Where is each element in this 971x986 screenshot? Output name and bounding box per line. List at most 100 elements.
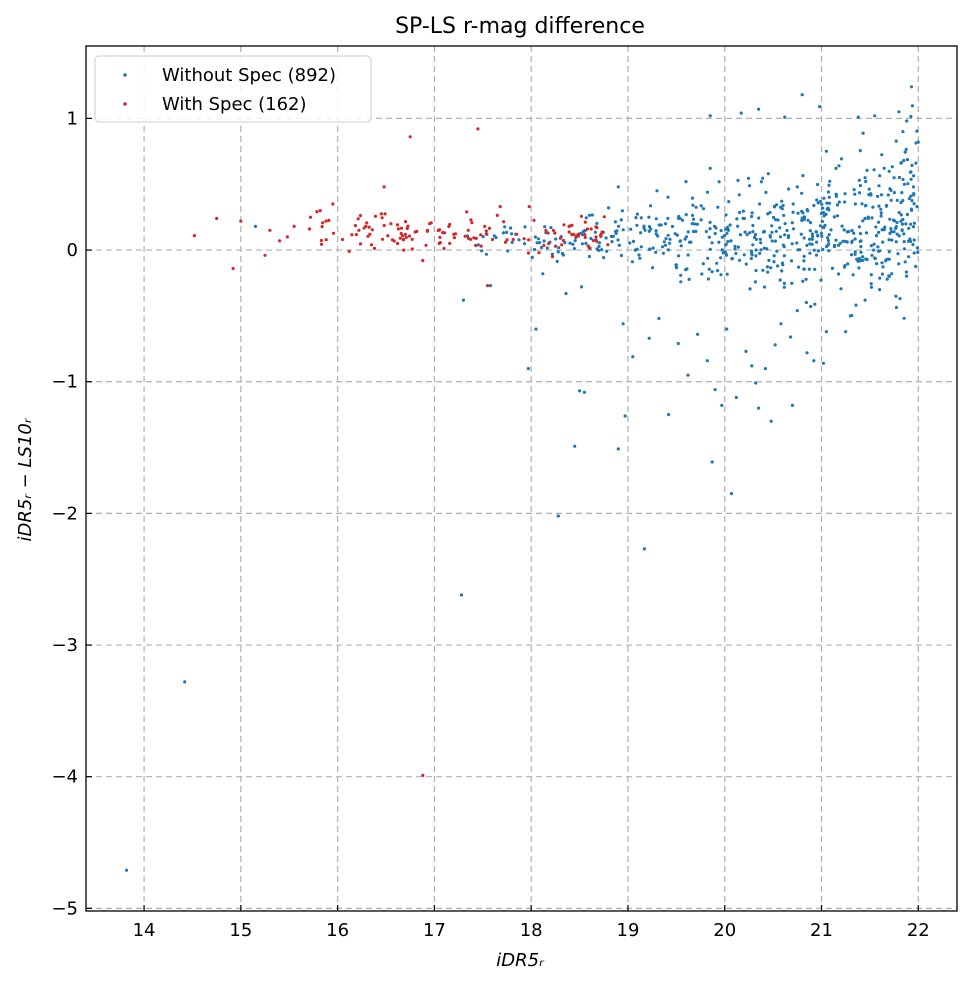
data-point-without-spec (840, 224, 844, 228)
data-point-without-spec (907, 255, 911, 259)
data-point-without-spec (804, 277, 808, 281)
data-point-with-spec (285, 235, 289, 239)
data-point-without-spec (907, 226, 911, 230)
data-point-without-spec (884, 204, 889, 208)
data-point-with-spec (527, 205, 531, 209)
data-point-without-spec (843, 192, 847, 196)
data-point-without-spec (851, 273, 855, 277)
data-point-without-spec (813, 302, 817, 306)
data-point-without-spec (761, 176, 765, 180)
data-point-without-spec (790, 221, 794, 225)
data-point-without-spec (849, 253, 854, 257)
data-point-without-spec (843, 200, 847, 204)
data-point-without-spec (783, 115, 787, 119)
data-point-without-spec (914, 264, 918, 269)
data-point-without-spec (791, 210, 795, 214)
data-point-without-spec (821, 247, 825, 252)
data-point-without-spec (726, 228, 731, 232)
data-point-without-spec (912, 174, 916, 178)
data-point-without-spec (903, 150, 907, 154)
data-point-without-spec (670, 224, 675, 229)
data-point-without-spec (754, 237, 758, 241)
data-points (125, 85, 920, 872)
data-point-without-spec (774, 229, 778, 233)
data-point-with-spec (354, 233, 358, 237)
data-point-without-spec (691, 203, 695, 207)
data-point-without-spec (637, 253, 641, 257)
data-point-with-spec (585, 227, 590, 231)
data-point-without-spec (810, 237, 814, 241)
data-point-without-spec (554, 237, 558, 241)
data-point-with-spec (319, 242, 324, 246)
data-point-without-spec (761, 268, 765, 272)
data-point-with-spec (369, 243, 374, 247)
x-tick-label: 18 (520, 920, 543, 941)
data-point-without-spec (824, 149, 829, 153)
data-point-with-spec (382, 185, 386, 189)
data-point-without-spec (651, 266, 655, 270)
data-point-with-spec (485, 232, 489, 236)
data-point-without-spec (668, 237, 672, 241)
y-axis-label: iDR5ᵣ − LS10ᵣ (15, 417, 36, 541)
data-point-without-spec (654, 250, 658, 254)
data-point-with-spec (231, 266, 235, 271)
data-point-with-spec (594, 235, 598, 239)
data-point-without-spec (584, 216, 588, 220)
data-point-with-spec (526, 251, 531, 255)
data-point-with-spec (372, 246, 377, 250)
data-point-without-spec (759, 248, 763, 252)
data-point-without-spec (876, 194, 880, 198)
data-point-with-spec (544, 228, 548, 232)
data-point-without-spec (556, 514, 560, 518)
data-point-with-spec (560, 243, 564, 247)
data-point-without-spec (861, 219, 865, 223)
data-point-without-spec (555, 259, 559, 263)
data-point-without-spec (835, 214, 840, 218)
legend-marker-without-spec (123, 73, 127, 77)
data-point-without-spec (770, 230, 774, 234)
data-point-without-spec (790, 403, 795, 407)
data-point-without-spec (858, 184, 863, 188)
data-point-without-spec (510, 232, 514, 236)
data-point-without-spec (772, 260, 776, 264)
data-point-without-spec (620, 209, 625, 213)
data-point-without-spec (805, 243, 809, 247)
data-point-without-spec (679, 280, 683, 284)
data-point-with-spec (484, 229, 488, 233)
data-point-with-spec (547, 242, 551, 246)
data-point-without-spec (564, 291, 568, 296)
data-point-with-spec (357, 228, 361, 232)
data-point-without-spec (523, 242, 527, 246)
data-point-without-spec (772, 215, 776, 220)
data-point-without-spec (852, 231, 856, 235)
data-point-without-spec (887, 169, 891, 173)
data-point-without-spec (750, 211, 754, 215)
data-point-without-spec (827, 195, 831, 199)
data-point-without-spec (696, 332, 700, 336)
data-point-without-spec (781, 203, 785, 208)
data-point-without-spec (643, 228, 647, 232)
data-point-without-spec (910, 208, 914, 212)
data-point-without-spec (869, 273, 873, 277)
data-point-without-spec (782, 254, 786, 258)
data-point-without-spec (597, 244, 601, 248)
data-point-without-spec (639, 231, 643, 235)
data-point-with-spec (479, 244, 483, 248)
data-point-without-spec (753, 233, 758, 237)
data-point-without-spec (705, 190, 710, 194)
data-point-without-spec (846, 262, 850, 266)
data-point-without-spec (879, 211, 883, 215)
data-point-with-spec (476, 127, 480, 131)
data-point-without-spec (888, 187, 892, 191)
data-point-without-spec (724, 242, 728, 246)
data-point-without-spec (530, 255, 534, 259)
data-point-without-spec (845, 230, 849, 234)
data-point-without-spec (663, 222, 668, 226)
data-point-without-spec (782, 281, 787, 285)
data-point-without-spec (726, 239, 730, 244)
data-point-without-spec (678, 239, 683, 243)
data-point-without-spec (667, 413, 671, 417)
data-point-without-spec (754, 248, 758, 252)
data-point-without-spec (825, 201, 829, 205)
data-point-without-spec (573, 239, 577, 243)
